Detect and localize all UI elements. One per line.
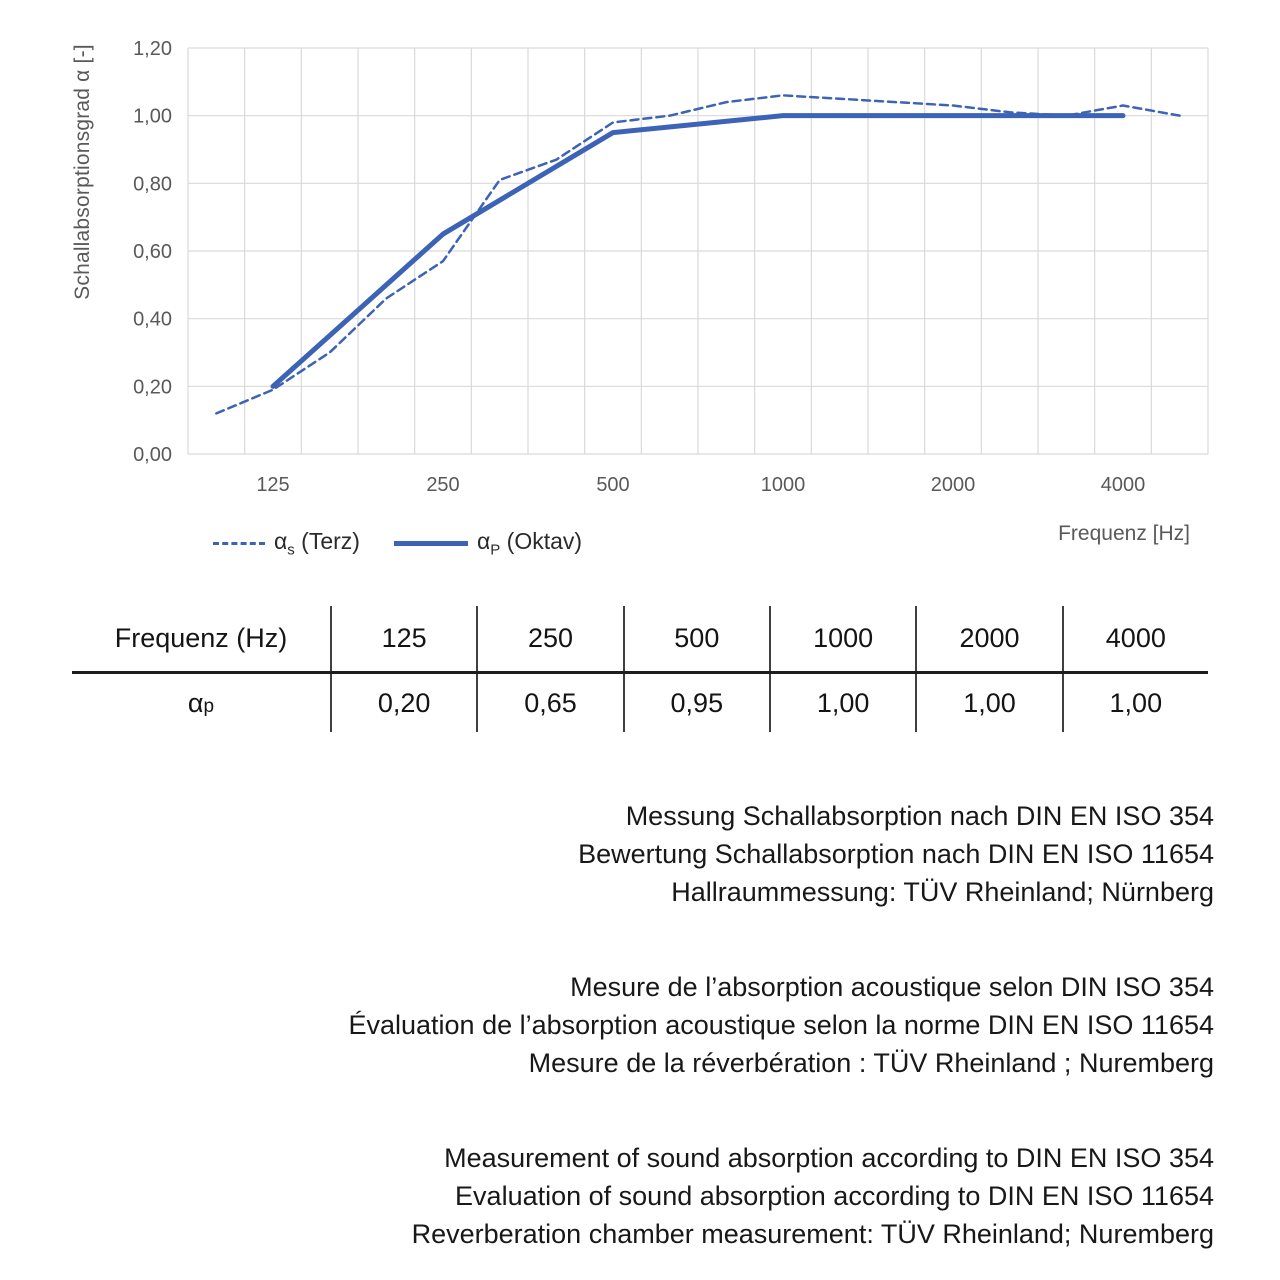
x-tick-label: 4000 <box>1101 474 1146 496</box>
table-header-frequency: Frequenz (Hz) <box>114 623 288 653</box>
legend-item-alpha-s: αs (Terz) <box>213 527 360 559</box>
solid-line-sample <box>393 540 468 546</box>
table-header-value: 500 <box>622 606 769 671</box>
table-header-value: 250 <box>476 606 622 671</box>
series-alpha-s-terz <box>215 94 1181 415</box>
y-tick-label: 0,00 <box>133 444 172 466</box>
table-cell-value: 1,00 <box>768 674 915 732</box>
y-tick-label: 1,00 <box>133 106 172 128</box>
note-line: Hallraummessung: TÜV Rheinland; Nürnberg <box>671 877 1214 907</box>
series-alpha-p-oktav <box>270 113 1126 389</box>
note-line: Messung Schallabsorption nach DIN EN ISO… <box>625 801 1214 831</box>
x-tick-label: 250 <box>426 474 459 496</box>
absorption-table: Frequenz (Hz) 125 250 500 1000 2000 4000… <box>72 606 1208 732</box>
note-line: Mesure de l’absorption acoustique selon … <box>570 972 1214 1002</box>
legend-label-alpha-p: αP (Oktav) <box>476 527 583 559</box>
y-tick-label: 0,60 <box>133 241 172 263</box>
table-header-value: 4000 <box>1061 606 1208 671</box>
table-cell-value: 0,95 <box>622 674 769 732</box>
table-header-value: 125 <box>330 606 476 671</box>
y-tick-label: 0,40 <box>133 309 172 331</box>
x-tick-label: 125 <box>256 474 289 496</box>
table-cell-value: 0,20 <box>330 674 476 732</box>
note-line: Mesure de la réverbération : TÜV Rheinla… <box>528 1048 1214 1078</box>
y-tick-label: 0,80 <box>133 173 172 195</box>
legend-item-alpha-p: αP (Oktav) <box>393 527 583 559</box>
x-tick-label: 2000 <box>931 474 976 496</box>
legend-label-alpha-s: αs (Terz) <box>274 527 360 559</box>
chart-legend-row: αs (Terz) αP (Oktav) Frequenz [Hz] <box>213 521 1190 565</box>
x-tick-label: 500 <box>596 474 629 496</box>
note-block-german: Messung Schallabsorption nach DIN EN ISO… <box>0 797 1214 911</box>
y-tick-label: 1,20 <box>133 38 172 60</box>
x-tick-label: 1000 <box>761 474 806 496</box>
note-block-english: Measurement of sound absorption accordin… <box>0 1139 1214 1253</box>
note-block-french: Mesure de l’absorption acoustique selon … <box>0 968 1214 1082</box>
notes-section: Messung Schallabsorption nach DIN EN ISO… <box>0 797 1214 1280</box>
note-line: Evaluation of sound absorption according… <box>455 1181 1214 1211</box>
table-cell-value: 1,00 <box>915 674 1061 732</box>
note-line: Measurement of sound absorption accordin… <box>444 1143 1214 1173</box>
chart-legend: αs (Terz) αP (Oktav) <box>213 527 583 559</box>
absorption-chart: 0,00 0,20 0,40 0,60 0,80 1,00 1,20 125 250 500 100… <box>133 38 1209 496</box>
dashed-line-sample <box>213 541 265 545</box>
table-cell-value: 1,00 <box>1061 674 1208 732</box>
y-axis-title: Schallabsorptionsgrad α [-] <box>71 44 94 300</box>
note-line: Bewertung Schallabsorption nach DIN EN I… <box>578 839 1214 869</box>
note-line: Évaluation de l’absorption acoustique se… <box>348 1010 1214 1040</box>
table-divider <box>72 671 1208 674</box>
table-cell-value: 0,65 <box>476 674 622 732</box>
table-header-value: 2000 <box>915 606 1061 671</box>
x-axis-title: Frequenz [Hz] <box>1058 522 1190 545</box>
y-tick-label: 0,20 <box>133 376 172 398</box>
table-header-value: 1000 <box>768 606 915 671</box>
note-line: Reverberation chamber measurement: TÜV R… <box>411 1219 1214 1249</box>
